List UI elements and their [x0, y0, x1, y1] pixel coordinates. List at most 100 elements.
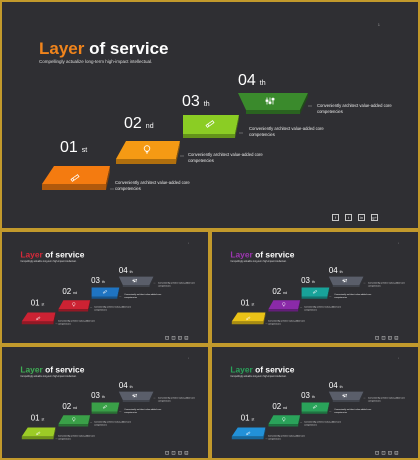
step-4-suffix: th — [339, 385, 343, 389]
page-number: 1 — [398, 356, 400, 360]
title-rest: of service — [252, 365, 295, 375]
title-accent: Layer — [20, 250, 43, 260]
step-2-suffix: nd — [73, 406, 78, 410]
slide-thumbnail-1[interactable]: 1 Layer of service Compellingly actualiz… — [2, 232, 208, 343]
slide-subtitle: Compellingly actualize long-term high-im… — [39, 59, 153, 64]
slide-subtitle: Compellingly actualize long-term high-im… — [20, 374, 77, 378]
slide-thumbnail-2[interactable]: 1 Layer of service Compellingly actualiz… — [212, 232, 418, 343]
facebook-icon[interactable]: f — [165, 336, 169, 340]
page-number: 1 — [188, 356, 190, 360]
linkedin-icon[interactable]: in — [178, 336, 182, 340]
google-plus-icon[interactable]: g+ — [394, 336, 399, 340]
pencil-icon — [102, 290, 108, 294]
linkedin-icon[interactable]: in — [358, 214, 365, 221]
slide-thumbnail-3[interactable]: 1 Layer of service Compellingly actualiz… — [2, 347, 208, 458]
twitter-icon[interactable]: t — [345, 214, 352, 221]
facebook-icon[interactable]: f — [332, 214, 339, 221]
step-4-number: 04 — [118, 381, 128, 390]
step-3-number: 03 — [301, 391, 310, 401]
linkedin-icon[interactable]: in — [178, 451, 182, 455]
step-4-suffix: th — [259, 80, 266, 87]
lightbulb-icon — [143, 145, 151, 154]
sliders-icon — [342, 278, 347, 283]
step-2-description: Conveniently architect value-added core … — [188, 152, 263, 163]
step-4-description: Conveniently architect value-added core … — [157, 281, 195, 287]
pencil-icon — [102, 405, 108, 409]
step-2-description: Conveniently architect value-added core … — [304, 305, 342, 312]
google-plus-icon[interactable]: g+ — [184, 451, 189, 455]
step-3-description: Conveniently architect value-added core … — [334, 407, 372, 414]
step-3-number: 03 — [301, 276, 310, 286]
linkedin-icon[interactable]: in — [388, 336, 392, 340]
step-1-description: Conveniently architect value-added core … — [57, 434, 95, 440]
step-2-number: 02 — [272, 402, 282, 411]
step-1-number: 01 — [60, 139, 78, 156]
step-4-number: 04 — [328, 381, 338, 390]
step-1-suffix: st — [251, 418, 255, 422]
lightbulb-icon — [282, 302, 286, 307]
facebook-icon[interactable]: f — [375, 451, 379, 455]
google-plus-icon[interactable]: g+ — [371, 214, 378, 221]
step-4-description: Conveniently architect value-added core … — [367, 281, 405, 287]
title-accent: Layer — [230, 365, 253, 375]
linkedin-icon[interactable]: in — [388, 451, 392, 455]
twitter-icon[interactable]: t — [381, 451, 386, 455]
facebook-icon[interactable]: f — [165, 451, 169, 455]
step-3-suffix: th — [203, 101, 210, 108]
step-4-description: Conveniently architect value-added core … — [367, 396, 405, 402]
slide-main[interactable]: 1 Layer of service Compellingly actualiz… — [2, 2, 418, 228]
step-4-description: Conveniently architect value-added core … — [157, 396, 195, 402]
page-number: 1 — [377, 22, 380, 27]
sliders-icon — [342, 393, 347, 398]
step-3-suffix: th — [311, 280, 315, 285]
step-1-number: 01 — [240, 299, 250, 308]
step-2-number: 02 — [62, 287, 72, 296]
sliders-icon — [132, 393, 137, 398]
slide-subtitle: Compellingly actualize long-term high-im… — [20, 259, 77, 263]
title-rest: of service — [84, 39, 169, 58]
pencil-icon — [245, 316, 251, 321]
page-number: 1 — [398, 241, 400, 245]
lightbulb-icon — [72, 417, 76, 422]
google-plus-icon[interactable]: g+ — [184, 336, 189, 340]
step-3-description: Conveniently architect value-added core … — [124, 292, 162, 299]
step-2-suffix: nd — [145, 123, 154, 130]
slide-subtitle: Compellingly actualize long-term high-im… — [230, 259, 287, 263]
step-3-number: 03 — [91, 391, 100, 401]
step-1-suffix: st — [41, 303, 45, 307]
slide-title: Layer of service — [20, 250, 84, 260]
lightbulb-icon — [72, 302, 76, 307]
step-2-description: Conveniently architect value-added core … — [94, 420, 132, 427]
twitter-icon[interactable]: t — [171, 451, 176, 455]
step-1-suffix: st — [41, 418, 45, 422]
twitter-icon[interactable]: t — [171, 336, 176, 340]
title-accent: Layer — [230, 250, 253, 260]
slide-thumbnail-4[interactable]: 1 Layer of service Compellingly actualiz… — [212, 347, 418, 458]
google-plus-icon[interactable]: g+ — [394, 451, 399, 455]
lightbulb-icon — [282, 417, 286, 422]
step-3-suffix: th — [311, 395, 315, 400]
facebook-icon[interactable]: f — [375, 336, 379, 340]
pencil-icon — [35, 431, 41, 436]
step-2-suffix: nd — [283, 291, 288, 295]
step-4-description: Conveniently architect value-added core … — [317, 103, 392, 114]
step-2-number: 02 — [272, 287, 282, 296]
twitter-icon[interactable]: t — [381, 336, 386, 340]
step-4-number: 04 — [328, 266, 338, 275]
